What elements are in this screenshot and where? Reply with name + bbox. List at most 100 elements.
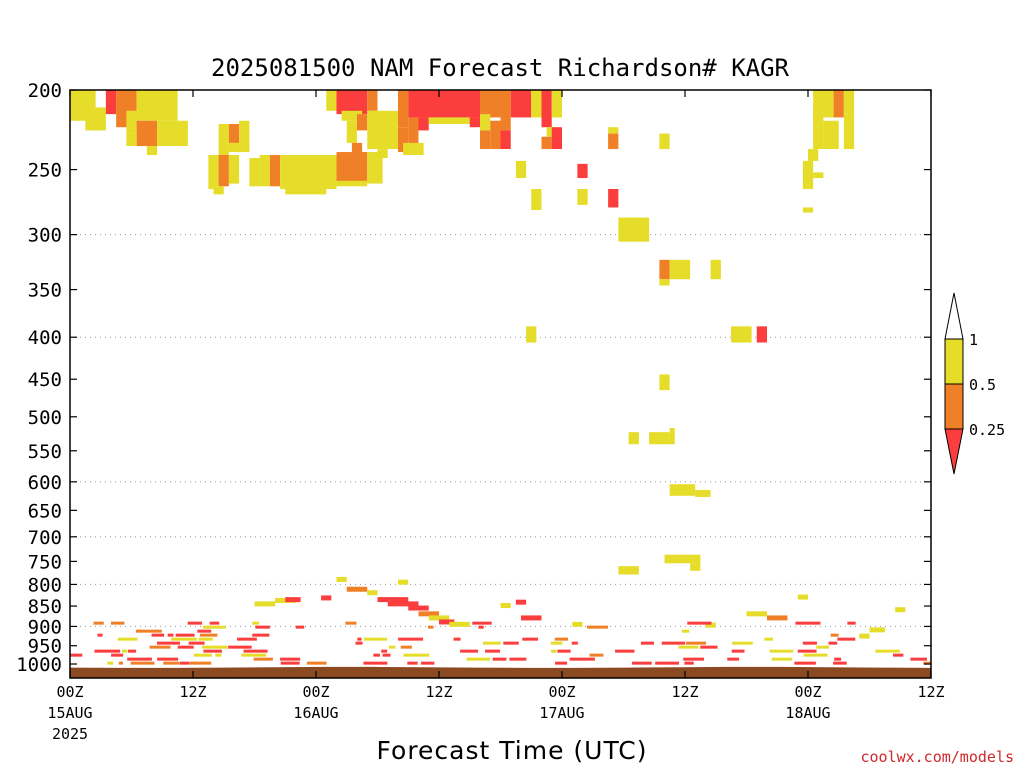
ri-cell [764, 637, 774, 641]
x-tick-label: 00Z [56, 683, 83, 701]
ri-cell [136, 90, 178, 121]
ri-cell [555, 661, 568, 665]
ri-cell [403, 142, 424, 156]
ri-cell [171, 637, 197, 641]
ri-cell [608, 189, 619, 208]
ri-cell [823, 120, 839, 150]
ri-cell [551, 127, 562, 150]
ri-cell [834, 657, 842, 661]
legend-level-label: 0.25 [969, 421, 1005, 439]
x-tick-date: 15AUG [47, 704, 92, 722]
ri-cell [381, 649, 388, 653]
ri-cell [659, 133, 670, 150]
ri-cell [418, 117, 429, 131]
ri-cell [228, 155, 240, 184]
ri-cell [367, 90, 378, 111]
ri-cell [608, 127, 619, 134]
ri-cell [177, 645, 194, 649]
ri-cell [167, 633, 174, 637]
ri-cell [351, 142, 363, 156]
ri-cell [228, 645, 252, 649]
ri-cell [208, 183, 219, 190]
ri-cell [655, 661, 680, 665]
ri-cell [128, 649, 137, 653]
y-tick-label: 600 [28, 472, 62, 494]
ri-cell [97, 633, 103, 637]
y-tick-label: 850 [28, 596, 62, 618]
y-tick-label: 250 [28, 160, 62, 182]
ri-cell [357, 637, 362, 641]
ri-cell [460, 649, 479, 653]
ri-cell [837, 637, 856, 641]
ri-cell [569, 657, 595, 661]
ri-cell [795, 621, 821, 625]
ri-cell [669, 259, 691, 280]
ri-cell [472, 621, 492, 625]
ri-cell [541, 90, 552, 128]
ri-cell [398, 579, 409, 585]
ri-cell [126, 110, 137, 134]
ri-cell [189, 661, 212, 665]
ri-cell [428, 615, 450, 621]
ri-cell [482, 641, 501, 645]
ground-fill [70, 666, 931, 678]
ri-cell [321, 595, 332, 601]
ri-cell [398, 127, 409, 153]
ri-cell [480, 114, 491, 131]
y-tick-label: 650 [28, 500, 62, 522]
y-tick-label: 200 [28, 80, 62, 102]
ri-cell [259, 155, 270, 187]
ri-cell [503, 641, 519, 645]
ri-cell [400, 645, 412, 649]
ri-cell [157, 120, 188, 146]
ri-cell [218, 123, 229, 156]
ri-cell [541, 136, 552, 150]
ri-cell [833, 90, 844, 118]
ri-cell [515, 599, 527, 605]
ri-cell [377, 149, 388, 158]
ri-cell [363, 661, 388, 665]
ri-cell [684, 661, 694, 665]
ri-cell [249, 157, 260, 187]
ri-cell [149, 645, 171, 649]
ri-cell [146, 145, 158, 156]
chart-title: 2025081500 NAM Forecast Richardson# KAGR [211, 54, 790, 82]
ri-cell [201, 645, 228, 649]
ri-cell [895, 607, 906, 613]
ri-cell [135, 629, 162, 633]
ri-cell [816, 645, 829, 649]
ri-cell [156, 641, 180, 645]
ri-cell [661, 641, 686, 645]
ri-cell [193, 653, 212, 657]
ri-cell [237, 637, 257, 641]
x-tick-year: 2025 [52, 725, 88, 743]
ri-cell [197, 629, 212, 633]
ri-cell [731, 326, 752, 343]
ri-cell [449, 621, 470, 627]
ri-cell [346, 120, 357, 143]
ri-cell [678, 645, 699, 649]
ri-cell [659, 279, 670, 286]
y-tick-label: 700 [28, 527, 62, 549]
ri-cell [373, 653, 380, 657]
ri-cell [269, 155, 281, 187]
ri-cell [828, 641, 838, 645]
x-tick-label: 12Z [425, 683, 452, 701]
ri-cell [118, 661, 123, 665]
ri-cell [243, 649, 268, 653]
ri-cell [280, 155, 337, 190]
ri-cell [557, 649, 571, 653]
ri-cell [280, 657, 301, 661]
y-tick-label: 300 [28, 225, 62, 247]
ri-cell [151, 633, 165, 637]
ri-cell [403, 653, 430, 657]
ri-cell [187, 621, 203, 625]
ri-cell [687, 621, 712, 625]
y-tick-label: 1000 [16, 654, 62, 676]
ri-cell [515, 160, 527, 179]
ri-cell [428, 117, 480, 124]
ri-cell [572, 621, 583, 627]
ri-cell [769, 649, 794, 653]
ri-cell [439, 619, 455, 625]
x-tick-date: 17AUG [539, 704, 584, 722]
